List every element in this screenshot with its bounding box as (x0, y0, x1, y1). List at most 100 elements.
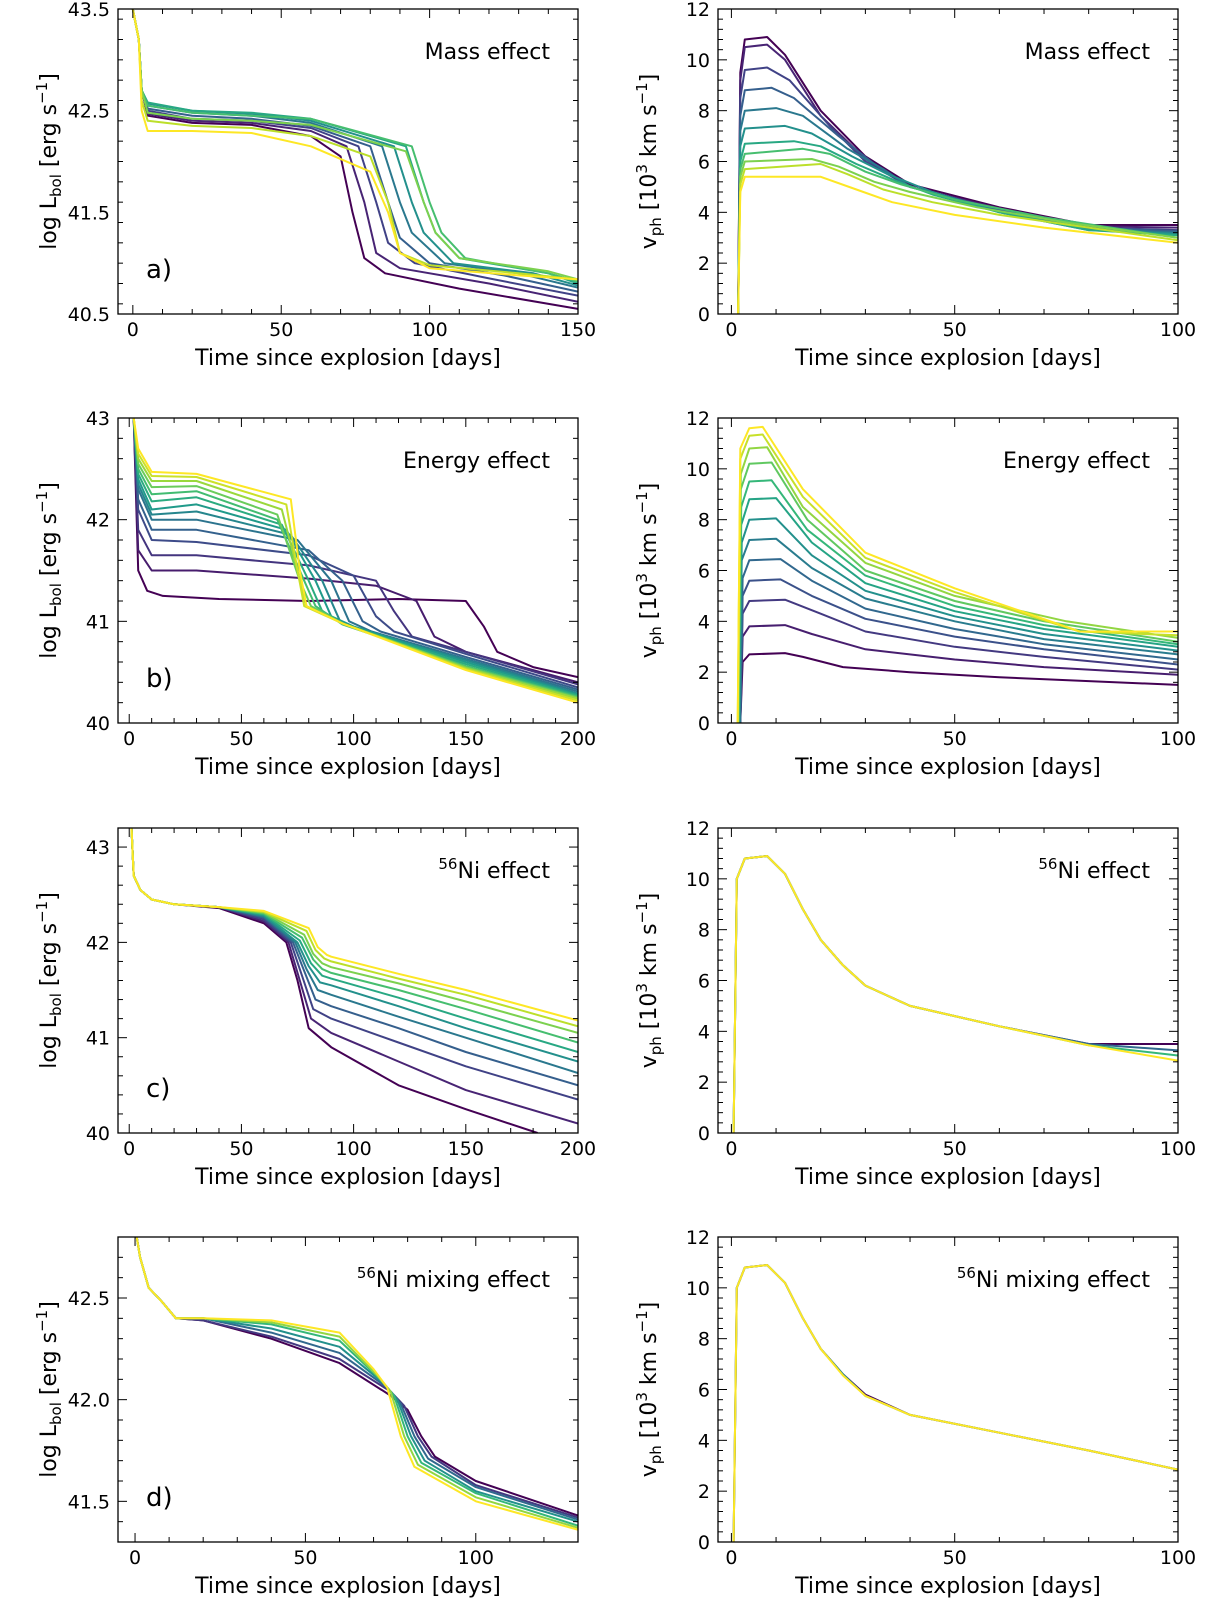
y-tick-label: 42.0 (68, 1390, 110, 1412)
series-line-9 (737, 479, 1178, 723)
x-tick-label: 0 (725, 1547, 737, 1569)
panel-annotation: Energy effect (1003, 449, 1150, 474)
x-tick-label: 100 (1160, 319, 1196, 341)
series-line-5 (739, 558, 1178, 723)
series-line-1 (132, 418, 578, 679)
panel-annotation: 56Ni effect (438, 855, 550, 884)
x-tick-label: 200 (560, 728, 596, 750)
series-line-6 (738, 537, 1178, 723)
x-tick-label: 100 (335, 1138, 371, 1160)
series-group (131, 9, 578, 310)
y-tick-label: 6 (698, 971, 710, 993)
y-tick-label: 8 (698, 101, 710, 123)
series-group (736, 425, 1178, 723)
y-axis-title: log Lbol [erg s−1] (33, 892, 65, 1069)
series-line-10 (130, 828, 578, 1028)
x-axis-title: Time since explosion [days] (794, 755, 1101, 780)
chart-panel-c-vel: 0 50 100 0 2 4 6 8 10 12 Time since explosion [day… (633, 818, 1196, 1190)
chart-panel-b-lum: 0 50 100 150 200 40 41 42 43 Time since explosion… (33, 408, 596, 780)
series-line-3 (732, 1264, 1178, 1542)
x-tick-label: 50 (943, 1138, 967, 1160)
y-tick-label: 2 (698, 1072, 710, 1094)
series-group (732, 1264, 1178, 1542)
x-tick-label: 0 (123, 1138, 135, 1160)
y-tick-label: 4 (698, 1021, 710, 1043)
y-tick-label: 43.5 (68, 0, 110, 21)
x-tick-label: 0 (725, 728, 737, 750)
y-tick-label: 8 (698, 920, 710, 942)
x-axis-title: Time since explosion [days] (194, 1165, 501, 1190)
y-tick-label: 42.5 (68, 101, 110, 123)
y-tick-label: 41.5 (68, 1491, 110, 1513)
series-line-3 (737, 66, 1178, 314)
y-tick-label: 41 (86, 1028, 110, 1050)
y-axis-title: vph [103 km s−1] (633, 1302, 665, 1478)
x-tick-label: 100 (1160, 1138, 1196, 1160)
x-tick-label: 0 (725, 1138, 737, 1160)
x-axis-title: Time since explosion [days] (794, 1165, 1101, 1190)
x-axis-title: Time since explosion [days] (194, 346, 501, 371)
y-tick-label: 0 (698, 304, 710, 326)
y-tick-label: 0 (698, 713, 710, 735)
x-tick-label: 200 (560, 1138, 596, 1160)
y-tick-label: 40.5 (68, 304, 110, 326)
x-tick-label: 100 (411, 319, 447, 341)
y-tick-label: 10 (686, 50, 710, 72)
x-tick-label: 100 (458, 1547, 494, 1569)
series-group (732, 855, 1178, 1133)
y-tick-label: 2 (698, 1481, 710, 1503)
series-line-3 (739, 598, 1178, 723)
series-line-3 (732, 855, 1178, 1133)
y-tick-label: 2 (698, 662, 710, 684)
y-tick-label: 42.5 (68, 1288, 110, 1310)
axes-frame (117, 417, 579, 724)
series-line-11 (737, 446, 1178, 723)
series-line-4 (132, 418, 578, 689)
chart-panel-a-vel: 0 50 100 0 2 4 6 8 10 12 Time since explosion [day… (633, 0, 1196, 371)
chart-panel-a-lum: 0 50 100 150 40.5 41.5 42.5 43.5 Time since expl… (33, 0, 596, 371)
y-tick-label: 4 (698, 1430, 710, 1452)
panel-annotation: Energy effect (403, 449, 550, 474)
y-axis-title: log Lbol [erg s−1] (33, 1301, 65, 1478)
x-tick-label: 50 (269, 319, 293, 341)
x-tick-label: 0 (725, 319, 737, 341)
series-line-1 (737, 36, 1178, 314)
panel-label: a) (146, 255, 172, 285)
series-line-4 (739, 578, 1178, 723)
y-tick-label: 6 (698, 561, 710, 583)
y-tick-label: 8 (698, 510, 710, 532)
series-line-11 (130, 828, 578, 1022)
chart-panel-b-vel: 0 50 100 0 2 4 6 8 10 12 Time since explosion [day… (633, 408, 1196, 780)
x-axis-title: Time since explosion [days] (194, 755, 501, 780)
series-line-14 (132, 418, 578, 704)
series-line-6 (737, 124, 1178, 314)
panel-annotation: 56Ni mixing effect (357, 1264, 551, 1293)
y-tick-label: 40 (86, 713, 110, 735)
y-tick-label: 4 (698, 202, 710, 224)
x-tick-label: 150 (448, 1138, 484, 1160)
series-line-4 (732, 855, 1178, 1133)
series-line-8 (132, 418, 578, 696)
series-line-7 (738, 517, 1178, 723)
x-tick-label: 100 (1160, 728, 1196, 750)
series-line-9 (737, 158, 1178, 314)
x-tick-label: 100 (335, 728, 371, 750)
x-tick-label: 50 (293, 1547, 317, 1569)
series-line-8 (737, 147, 1178, 314)
y-tick-label: 43 (86, 408, 110, 430)
chart-panel-c-lum: 0 50 100 150 200 40 41 42 43 Time since explosion… (33, 827, 596, 1190)
chart-panel-d-lum: 0 50 100 41.5 42.0 42.5 Time since explosion [… (33, 1236, 579, 1599)
x-axis-title: Time since explosion [days] (194, 1574, 501, 1599)
y-tick-label: 43 (86, 837, 110, 859)
series-line-5 (737, 107, 1178, 314)
x-tick-label: 100 (1160, 1547, 1196, 1569)
series-line-1 (732, 1264, 1178, 1542)
x-axis-title: Time since explosion [days] (794, 1574, 1101, 1599)
series-line-3 (132, 418, 578, 686)
series-group (132, 418, 578, 704)
series-group (135, 1237, 578, 1531)
series-line-12 (736, 433, 1178, 723)
y-tick-label: 8 (698, 1329, 710, 1351)
x-tick-label: 0 (129, 1547, 141, 1569)
